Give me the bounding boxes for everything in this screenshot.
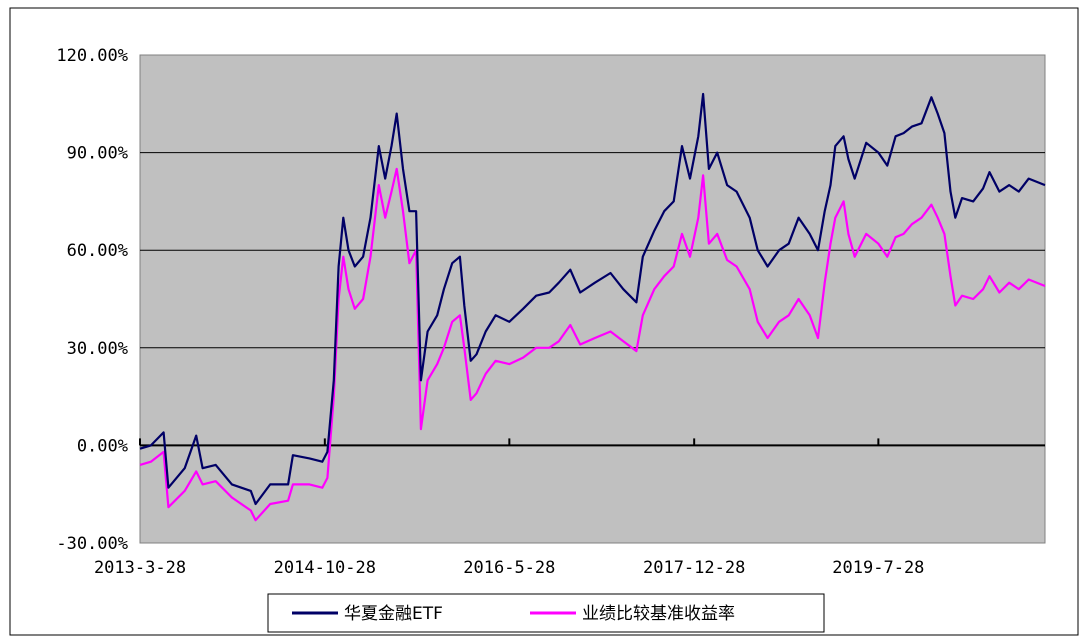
y-tick-label: 30.00% <box>67 339 128 359</box>
legend-label-series-1: 华夏金融ETF <box>344 604 443 624</box>
grid-lines <box>140 152 1045 349</box>
series-line-2 <box>139 167 1046 522</box>
x-tick-label: 2014-10-28 <box>274 558 376 578</box>
y-tick-label: 90.00% <box>67 144 128 164</box>
legend: 华夏金融ETF 业绩比较基准收益率 <box>267 593 825 633</box>
y-axis-ticks: 120.00% 90.00% 60.00% 30.00% 0.00% -30.00% <box>56 46 128 554</box>
x-tick-label: 2017-12-28 <box>643 558 745 578</box>
y-tick-label: 60.00% <box>67 241 128 261</box>
series-line-1 <box>139 92 1046 506</box>
series-lines <box>139 92 1046 522</box>
x-tick-label: 2013-3-28 <box>94 558 186 578</box>
x-tick-label: 2016-5-28 <box>463 558 555 578</box>
x-tick-label: 2019-7-28 <box>832 558 924 578</box>
y-tick-label: -30.00% <box>56 534 128 554</box>
y-tick-label: 0.00% <box>77 436 128 456</box>
y-tick-label: 120.00% <box>56 46 128 66</box>
x-axis: 2013-3-28 2014-10-28 2016-5-28 2017-12-28 20… <box>94 438 1045 578</box>
legend-label-series-2: 业绩比较基准收益率 <box>582 604 735 624</box>
